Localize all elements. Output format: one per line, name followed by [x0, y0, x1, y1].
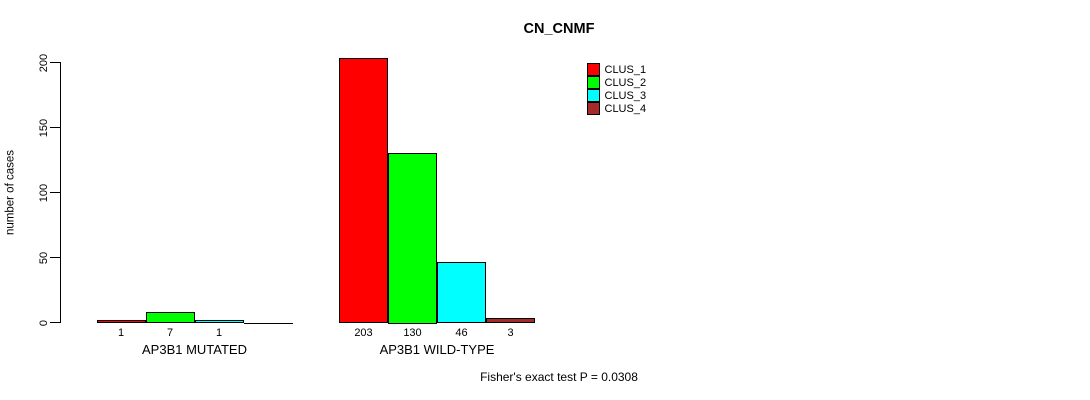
- legend-label: CLUS_3: [604, 89, 647, 102]
- bar-clus_3-group0: [194, 320, 244, 324]
- bar-clus_2-group0: [145, 312, 195, 324]
- y-axis-line: [60, 62, 62, 323]
- chart-title: CN_CNMF: [523, 21, 595, 37]
- y-tick-mark: [50, 191, 60, 194]
- bar-value-label: 7: [166, 327, 174, 339]
- legend-row-clus_3: CLUS_3: [587, 89, 646, 102]
- legend-swatch-clus_4: [587, 102, 600, 115]
- y-axis-title: number of cases: [4, 150, 17, 236]
- y-tick-mark: [50, 256, 60, 259]
- legend-swatch-clus_1: [587, 63, 600, 76]
- bar-value-label: 203: [354, 327, 373, 339]
- bar-value-label: 1: [117, 327, 125, 339]
- legend-label: CLUS_4: [604, 102, 647, 115]
- bar-clus_4-group0-zero: [243, 322, 293, 324]
- y-tick-label: 0: [38, 319, 50, 326]
- y-tick-mark: [50, 321, 60, 324]
- bar-value-label: 1: [215, 327, 223, 339]
- legend-label: CLUS_2: [604, 76, 647, 89]
- y-tick-label: 150: [38, 118, 50, 137]
- bar-value-label: 3: [507, 327, 514, 339]
- bar-clus_4-group1: [486, 317, 535, 324]
- y-tick-mark: [50, 126, 60, 129]
- x-group-label-mutated: AP3B1 MUTATED: [142, 341, 247, 357]
- y-tick-label: 100: [38, 183, 50, 202]
- bar-value-label: 46: [455, 327, 468, 339]
- legend-row-clus_2: CLUS_2: [587, 76, 646, 89]
- y-tick-mark: [50, 61, 60, 64]
- legend: CLUS_1 CLUS_2 CLUS_3 CLUS_4: [587, 63, 646, 115]
- x-group-label-wild-type: AP3B1 WILD-TYPE: [379, 341, 495, 357]
- bar-clus_1-group0: [96, 320, 146, 324]
- legend-label: CLUS_1: [604, 63, 647, 76]
- bar-value-label: 130: [403, 327, 422, 339]
- y-tick-label: 50: [38, 251, 50, 264]
- bar-clus_1-group1: [339, 57, 388, 324]
- legend-swatch-clus_3: [587, 89, 600, 102]
- legend-row-clus_1: CLUS_1: [587, 63, 646, 76]
- fisher-test-footnote: Fisher's exact test P = 0.0308: [480, 370, 638, 384]
- y-tick-label: 200: [38, 53, 50, 72]
- legend-swatch-clus_2: [587, 76, 600, 89]
- bar-clus_3-group1: [437, 261, 486, 324]
- bar-clus_2-group1: [388, 152, 437, 324]
- legend-row-clus_4: CLUS_4: [587, 102, 646, 115]
